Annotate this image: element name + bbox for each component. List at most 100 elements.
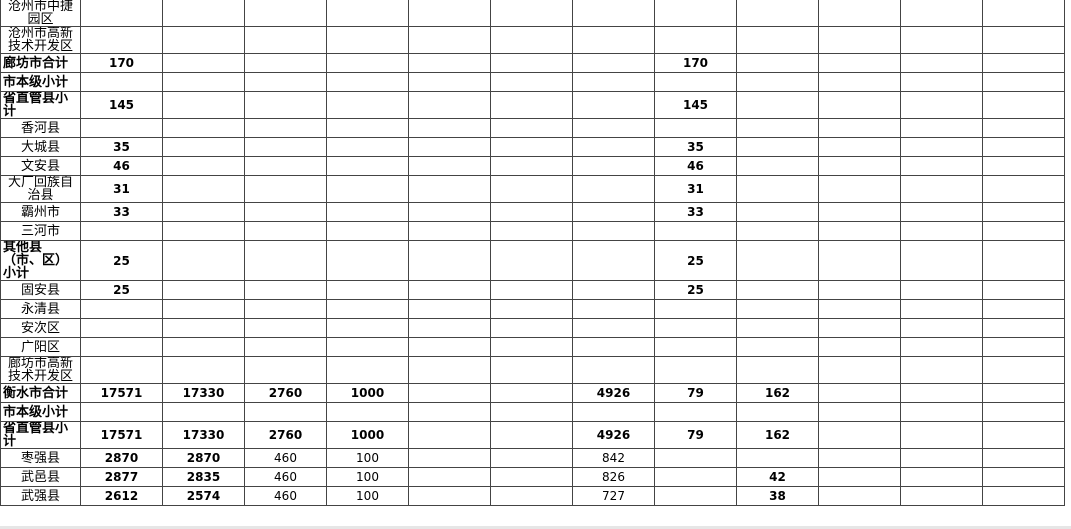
- cell: [572, 240, 655, 281]
- cell: 727: [572, 486, 655, 506]
- cell: [244, 202, 327, 222]
- table-row: 三河市: [0, 221, 1065, 241]
- cell: [736, 402, 819, 422]
- cell: [490, 175, 573, 203]
- cell: [408, 26, 491, 54]
- cell: [490, 53, 573, 73]
- table-row: 固安县 25 25: [0, 280, 1065, 300]
- cell: [408, 337, 491, 357]
- cell: [408, 202, 491, 222]
- spreadsheet: 沧州市中捷园区 沧州市高新技术开发区 廊坊市合计 170 170 市本级小计 省直管县小计 1…: [0, 0, 1065, 506]
- table-row: 枣强县 2870 2870 460 100 842: [0, 448, 1065, 468]
- cell: [162, 221, 245, 241]
- cell: [80, 299, 163, 319]
- row-label: 香河县: [0, 118, 81, 138]
- cell: 2760: [244, 383, 327, 403]
- table-row: 省直管县小计 17571 17330 2760 1000 4926 79 162: [0, 421, 1065, 449]
- cell: [654, 486, 737, 506]
- cell: [80, 26, 163, 54]
- cell: [900, 72, 983, 92]
- cell: [818, 448, 901, 468]
- cell: [162, 402, 245, 422]
- cell: [490, 156, 573, 176]
- cell: 2835: [162, 467, 245, 487]
- cell: [408, 240, 491, 281]
- cell: [326, 118, 409, 138]
- cell: [736, 156, 819, 176]
- cell: [818, 118, 901, 138]
- cell: [490, 118, 573, 138]
- cell: [326, 402, 409, 422]
- table-row: 大城县 35 35: [0, 137, 1065, 157]
- cell: [326, 175, 409, 203]
- table-row: 永清县: [0, 299, 1065, 319]
- cell: [818, 137, 901, 157]
- cell: [162, 299, 245, 319]
- cell: [982, 402, 1065, 422]
- cell: [818, 156, 901, 176]
- cell: [818, 53, 901, 73]
- cell: [900, 91, 983, 119]
- cell: [900, 0, 983, 27]
- cell: [326, 53, 409, 73]
- cell: [408, 53, 491, 73]
- cell: [490, 137, 573, 157]
- cell: [80, 356, 163, 384]
- cell: 4926: [572, 383, 655, 403]
- cell: [244, 0, 327, 27]
- cell: [408, 486, 491, 506]
- cell: [982, 221, 1065, 241]
- table-row: 省直管县小计 145 145: [0, 91, 1065, 119]
- cell: [736, 318, 819, 338]
- cell: [736, 280, 819, 300]
- cell: [408, 118, 491, 138]
- cell: [162, 280, 245, 300]
- cell: 79: [654, 421, 737, 449]
- row-label: 霸州市: [0, 202, 81, 222]
- row-label: 市本级小计: [0, 402, 81, 422]
- cell: 2870: [162, 448, 245, 468]
- cell: [818, 467, 901, 487]
- cell: [80, 72, 163, 92]
- cell: [408, 421, 491, 449]
- cell: [736, 137, 819, 157]
- cell: [654, 402, 737, 422]
- cell: 46: [654, 156, 737, 176]
- cell: [982, 299, 1065, 319]
- cell: [490, 26, 573, 54]
- cell: [572, 299, 655, 319]
- cell: 162: [736, 383, 819, 403]
- cell: 2760: [244, 421, 327, 449]
- scrollbar[interactable]: [0, 526, 1071, 529]
- cell: 25: [80, 280, 163, 300]
- cell: [982, 337, 1065, 357]
- cell: [326, 202, 409, 222]
- cell: 25: [80, 240, 163, 281]
- cell: [162, 175, 245, 203]
- cell: 460: [244, 486, 327, 506]
- cell: [900, 175, 983, 203]
- cell: [818, 280, 901, 300]
- cell: [900, 402, 983, 422]
- cell: [408, 356, 491, 384]
- cell: [326, 299, 409, 319]
- table-row: 大厂回族自治县 31 31: [0, 175, 1065, 203]
- cell: 42: [736, 467, 819, 487]
- cell: [162, 356, 245, 384]
- cell: 162: [736, 421, 819, 449]
- cell: [736, 356, 819, 384]
- cell: [80, 318, 163, 338]
- cell: [654, 72, 737, 92]
- row-label: 廊坊市合计: [0, 53, 81, 73]
- table-row: 市本级小计: [0, 402, 1065, 422]
- cell: [572, 318, 655, 338]
- cell: [982, 118, 1065, 138]
- cell: [162, 91, 245, 119]
- cell: [244, 72, 327, 92]
- cell: [654, 318, 737, 338]
- cell: [900, 137, 983, 157]
- cell: [982, 26, 1065, 54]
- cell: [900, 448, 983, 468]
- cell: [736, 337, 819, 357]
- cell: [736, 221, 819, 241]
